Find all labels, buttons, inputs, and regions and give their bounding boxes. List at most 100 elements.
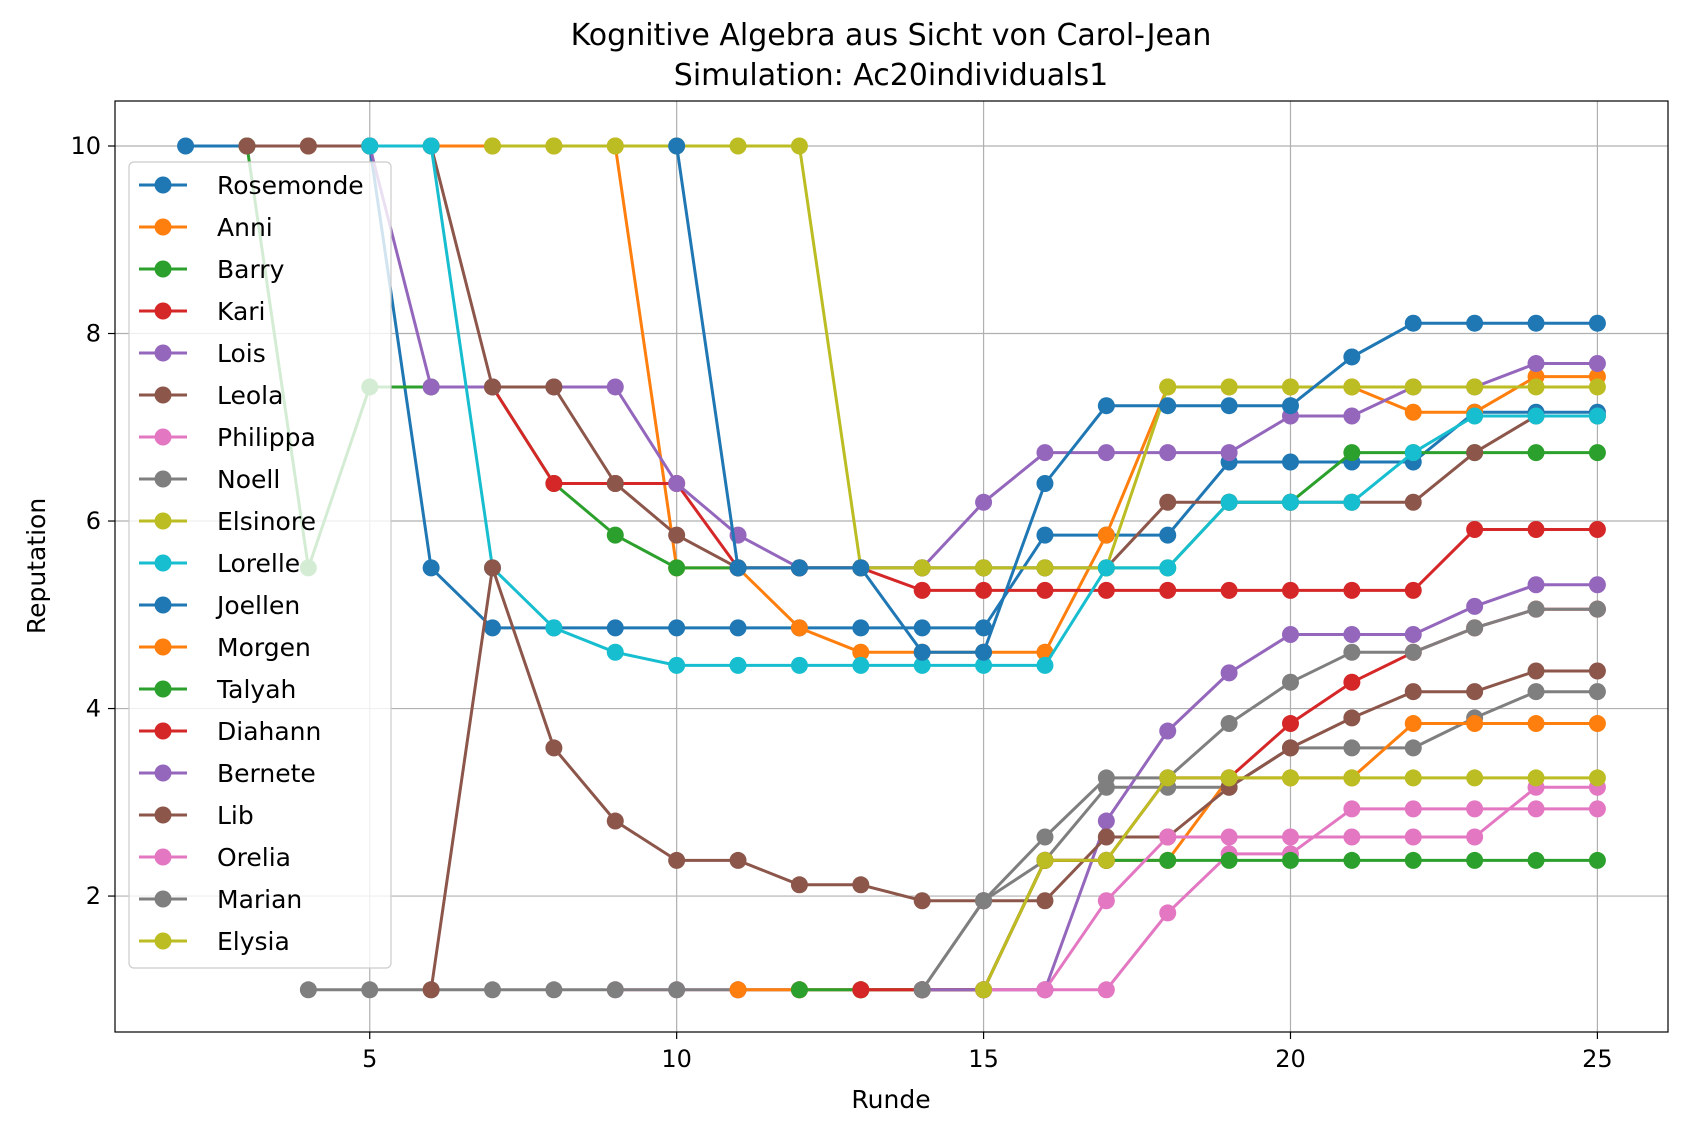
x-tick-label: 25 (1582, 1045, 1613, 1073)
data-point (1220, 851, 1238, 869)
data-point (975, 581, 993, 599)
data-point (1343, 673, 1361, 691)
series-line (920, 607, 1598, 991)
data-point (1588, 600, 1606, 618)
data-point (606, 526, 624, 544)
legend-marker (154, 806, 172, 824)
data-point (606, 619, 624, 637)
legend-marker (154, 218, 172, 236)
data-point (1404, 739, 1422, 757)
legend-entry: Joellen (139, 591, 300, 620)
y-tick-label: 6 (86, 507, 101, 535)
x-tick-label: 5 (362, 1045, 377, 1073)
series-joellen (668, 137, 1606, 661)
data-point (913, 619, 931, 637)
data-point (177, 137, 195, 155)
data-point (668, 559, 686, 577)
data-point (1097, 444, 1115, 462)
data-point (1097, 397, 1115, 415)
data-point (1097, 828, 1115, 846)
data-point (1036, 981, 1054, 999)
legend-label: Leola (217, 381, 283, 410)
data-point (975, 656, 993, 674)
data-point (1281, 581, 1299, 599)
legend-marker (154, 680, 172, 698)
data-point (484, 137, 502, 155)
data-point (1220, 828, 1238, 846)
legend-entry: Elysia (139, 927, 290, 956)
legend-marker (154, 260, 172, 278)
data-point (1281, 453, 1299, 471)
legend-marker (154, 764, 172, 782)
data-point (484, 981, 502, 999)
data-point (1343, 709, 1361, 727)
legend-label: Joellen (215, 591, 300, 620)
legend-entry: Barry (139, 255, 285, 284)
data-point (1343, 444, 1361, 462)
data-point (1097, 892, 1115, 910)
legend-label: Lib (217, 801, 254, 830)
data-point (606, 475, 624, 493)
data-point (1527, 800, 1545, 818)
data-point (729, 619, 747, 637)
data-point (1527, 600, 1545, 618)
data-point (1466, 619, 1484, 637)
data-point (1527, 683, 1545, 701)
legend-marker (154, 470, 172, 488)
data-point (1220, 664, 1238, 682)
data-point (1220, 493, 1238, 511)
legend-entry: Talyah (139, 675, 296, 704)
data-point (1588, 715, 1606, 733)
data-point (790, 656, 808, 674)
legend-entry: Orelia (139, 843, 291, 872)
data-point (1343, 378, 1361, 396)
data-point (1588, 444, 1606, 462)
legend-marker (154, 512, 172, 530)
data-point (1588, 800, 1606, 818)
data-point (484, 619, 502, 637)
legend-marker (154, 386, 172, 404)
data-point (1097, 559, 1115, 577)
data-point (1588, 520, 1606, 538)
legend-label: Lois (217, 339, 266, 368)
x-tick-label: 15 (968, 1045, 999, 1073)
data-point (1159, 397, 1177, 415)
data-point (852, 876, 870, 894)
legend-entry: Elsinore (139, 507, 316, 536)
data-point (1343, 643, 1361, 661)
legend-marker (154, 932, 172, 950)
legend-marker (154, 302, 172, 320)
legend-label: Noell (217, 465, 280, 494)
series-marian (913, 600, 1606, 999)
legend-label: Elysia (217, 927, 290, 956)
data-point (545, 619, 563, 637)
legend-entry: Noell (139, 465, 280, 494)
data-point (975, 892, 993, 910)
data-point (1343, 407, 1361, 425)
data-point (299, 981, 317, 999)
data-point (361, 981, 379, 999)
data-point (1466, 800, 1484, 818)
data-point (1036, 526, 1054, 544)
plot-frame (114, 100, 1669, 1033)
data-point (1404, 643, 1422, 661)
data-point (1159, 851, 1177, 869)
data-point (913, 559, 931, 577)
data-point (1404, 493, 1422, 511)
data-point (545, 378, 563, 396)
data-point (852, 656, 870, 674)
data-point (299, 137, 317, 155)
data-point (1220, 397, 1238, 415)
data-point (1220, 444, 1238, 462)
data-point (1527, 662, 1545, 680)
data-point (1404, 769, 1422, 787)
data-point (1159, 581, 1177, 599)
data-point (1527, 444, 1545, 462)
data-point (1588, 407, 1606, 425)
legend-label: Barry (217, 255, 285, 284)
legend-entry: Leola (139, 381, 283, 410)
legend-marker (154, 344, 172, 362)
data-point (606, 137, 624, 155)
data-point (1281, 715, 1299, 733)
data-point (790, 981, 808, 999)
